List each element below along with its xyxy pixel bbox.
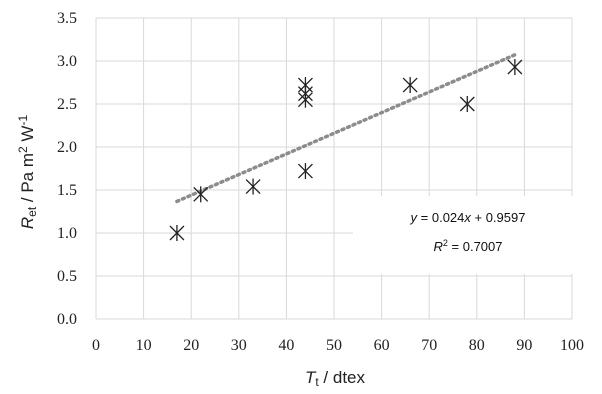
y-tick-label: 3.5 [57,10,77,27]
y-axis-title: Ret / Pa m2 W-1 [16,115,39,230]
r-squared-label: R2 = 0.7007 [434,238,503,254]
y-tick-label: 0.5 [57,268,77,285]
data-point [507,59,523,76]
x-axis-title: Tt / dtex [305,368,366,389]
y-tick-label: 0.0 [57,311,77,328]
data-point [459,96,475,112]
data-points [169,59,523,241]
x-tick-label: 50 [326,337,342,354]
x-tick-label: 0 [92,337,100,354]
data-point [245,178,261,195]
equation-box [353,196,573,274]
trend-equation: y = 0.024x + 0.9597 [410,210,526,225]
x-tick-label: 100 [560,337,584,354]
y-tick-label: 2.0 [57,139,77,156]
x-tick-label: 90 [516,337,532,354]
y-tick-label: 1.0 [57,225,77,242]
x-tick-labels: 0 10 20 30 40 50 60 70 80 90 100 [92,337,584,354]
trend-line [175,53,517,204]
y-tick-label: 1.5 [57,182,77,199]
x-tick-label: 30 [231,337,247,354]
x-tick-label: 10 [136,337,152,354]
data-point [193,186,209,203]
data-point [402,77,418,94]
data-point [297,163,313,180]
data-point [297,91,313,108]
x-tick-label: 20 [183,337,199,354]
x-tick-label: 60 [374,337,390,354]
y-tick-label: 2.5 [57,96,77,113]
x-tick-label: 40 [278,337,294,354]
x-tick-label: 70 [421,337,437,354]
data-point [297,77,313,94]
y-tick-labels: 0.0 0.5 1.0 1.5 2.0 2.5 3.0 3.5 [57,10,77,328]
y-tick-label: 3.0 [57,53,77,70]
x-tick-label: 80 [469,337,485,354]
data-point [169,225,185,241]
